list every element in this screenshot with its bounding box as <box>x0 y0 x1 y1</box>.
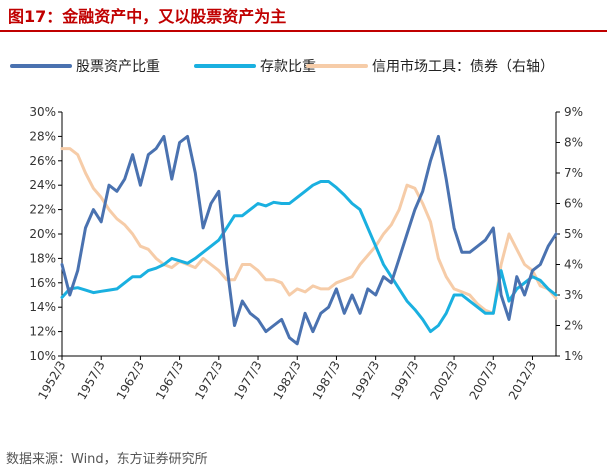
y-right-tick-label: 6% <box>564 197 583 211</box>
series-lines <box>60 134 558 346</box>
y-left-tick-label: 24% <box>29 178 56 192</box>
x-tick-label: 1972/3 <box>192 359 225 403</box>
y-left-tick-label: 22% <box>29 203 56 217</box>
y-right-tick-label: 4% <box>564 258 583 272</box>
title-underline <box>0 30 607 32</box>
source-note: 数据来源：Wind，东方证券研究所 <box>6 452 208 467</box>
y-left-tick-label: 30% <box>29 105 56 119</box>
y-left-tick-label: 14% <box>29 300 56 314</box>
y-left-tick-label: 20% <box>29 227 56 241</box>
x-tick-label: 1987/3 <box>310 359 343 403</box>
x-tick-label: 1992/3 <box>349 359 382 403</box>
x-tick-label: 1997/3 <box>388 359 421 403</box>
x-tick-label: 1967/3 <box>153 359 186 403</box>
x-tick-label: 1957/3 <box>75 359 108 403</box>
legend-label-1: 存款比重 <box>260 59 316 75</box>
y-left-tick-label: 12% <box>29 325 56 339</box>
x-tick-label: 2012/3 <box>506 359 539 403</box>
x-tick-label: 2007/3 <box>467 359 500 403</box>
x-tick-label: 1977/3 <box>231 359 264 403</box>
y-right-tick-label: 1% <box>564 349 583 363</box>
legend: 股票资产比重 存款比重 信用市场工具：债券（右轴） <box>10 58 554 75</box>
y-left-tick-label: 16% <box>29 276 56 290</box>
y-left-tick-label: 26% <box>29 154 56 168</box>
y-right-tick-label: 7% <box>564 166 583 180</box>
y-right-tick-label: 9% <box>564 105 583 119</box>
series-line-0 <box>60 134 558 346</box>
y-right-tick-label: 2% <box>564 319 583 333</box>
x-tick-label: 2002/3 <box>427 359 460 403</box>
y-left-tick-label: 18% <box>29 251 56 265</box>
series-line-1 <box>60 180 558 334</box>
legend-label-0: 股票资产比重 <box>76 59 160 75</box>
axes: 10% 12% 14% 16% 18% 20% 22% 24% 26% 28% 30% 1% 2% 3% 4… <box>29 105 583 402</box>
y-right-tick-label: 5% <box>564 227 583 241</box>
legend-label-2: 信用市场工具：债券（右轴） <box>372 58 554 75</box>
y-right-tick-label: 8% <box>564 136 583 150</box>
x-tick-label: 1982/3 <box>271 359 304 403</box>
series-line-2 <box>60 147 558 315</box>
chart-title: 图17：金融资产中，又以股票资产为主 <box>8 7 287 26</box>
y-left-tick-label: 28% <box>29 129 56 143</box>
x-tick-label: 1952/3 <box>35 359 68 403</box>
y-right-tick-label: 3% <box>564 288 583 302</box>
y-left-tick-label: 10% <box>29 349 56 363</box>
x-tick-label: 1962/3 <box>114 359 147 403</box>
